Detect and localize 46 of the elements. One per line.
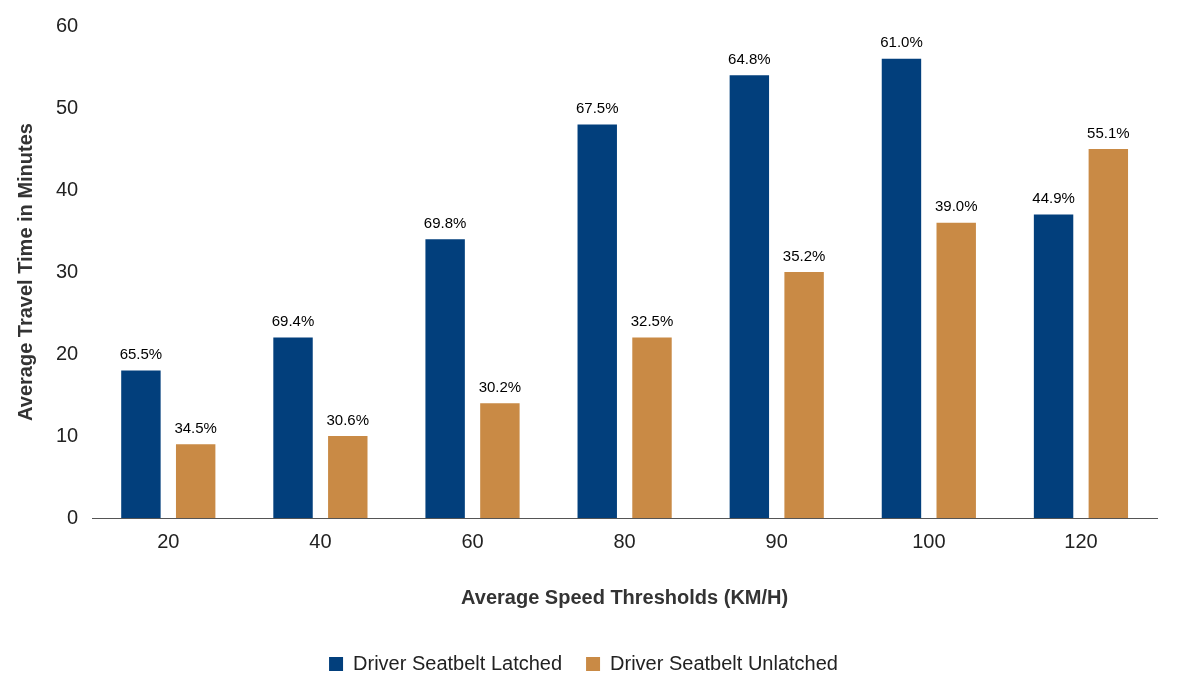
bar	[1033, 214, 1074, 518]
x-tick-label: 100	[912, 529, 946, 552]
bar	[175, 444, 216, 518]
annotation: 65.5%	[119, 345, 163, 363]
annotation: 39.0%	[934, 197, 978, 215]
x-tick-label: 60	[461, 529, 484, 552]
bar	[784, 272, 824, 518]
bar	[121, 370, 161, 518]
x-tick-label: 20	[157, 529, 180, 552]
bar	[480, 403, 520, 518]
annotation: 34.5%	[174, 418, 217, 436]
annotation: 69.4%	[271, 312, 315, 330]
y-tick-label: 10	[56, 423, 79, 446]
y-axis-title: Average Travel Time in Minutes	[13, 123, 36, 421]
bar	[729, 75, 770, 518]
y-tick-label: 20	[56, 341, 79, 364]
annotation: 30.2%	[478, 377, 522, 395]
bar	[577, 124, 617, 518]
annotation: 55.1%	[1087, 123, 1130, 141]
bar	[881, 58, 922, 518]
annotation: 35.2%	[782, 246, 826, 264]
x-axis-title: Average Speed Thresholds (KM/H)	[461, 585, 789, 608]
x-tick-label: 80	[613, 529, 636, 552]
bar	[273, 337, 313, 518]
y-tick-label: 30	[56, 259, 79, 282]
y-tick-label: 0	[67, 505, 79, 528]
x-tick-label: 90	[765, 529, 788, 552]
annotation: 69.8%	[423, 213, 467, 231]
bar	[936, 222, 976, 518]
bar	[328, 436, 368, 518]
annotation: 44.9%	[1032, 189, 1075, 207]
y-tick-label: 40	[56, 177, 79, 200]
bar	[1088, 149, 1129, 518]
annotation: 32.5%	[630, 312, 674, 330]
y-tick-label: 60	[56, 13, 79, 36]
bar	[632, 337, 672, 518]
annotation: 64.8%	[728, 49, 771, 67]
legend-label: Driver Seatbelt Latched	[353, 651, 563, 674]
x-tick-label: 120	[1064, 529, 1098, 552]
y-tick-label: 50	[56, 95, 79, 118]
annotation: 67.5%	[575, 99, 619, 117]
annotation: 30.6%	[326, 410, 370, 428]
legend-label: Driver Seatbelt Unlatched	[610, 651, 838, 674]
annotation: 61.0%	[880, 33, 923, 51]
x-tick-label: 40	[309, 529, 332, 552]
bar	[425, 239, 465, 518]
